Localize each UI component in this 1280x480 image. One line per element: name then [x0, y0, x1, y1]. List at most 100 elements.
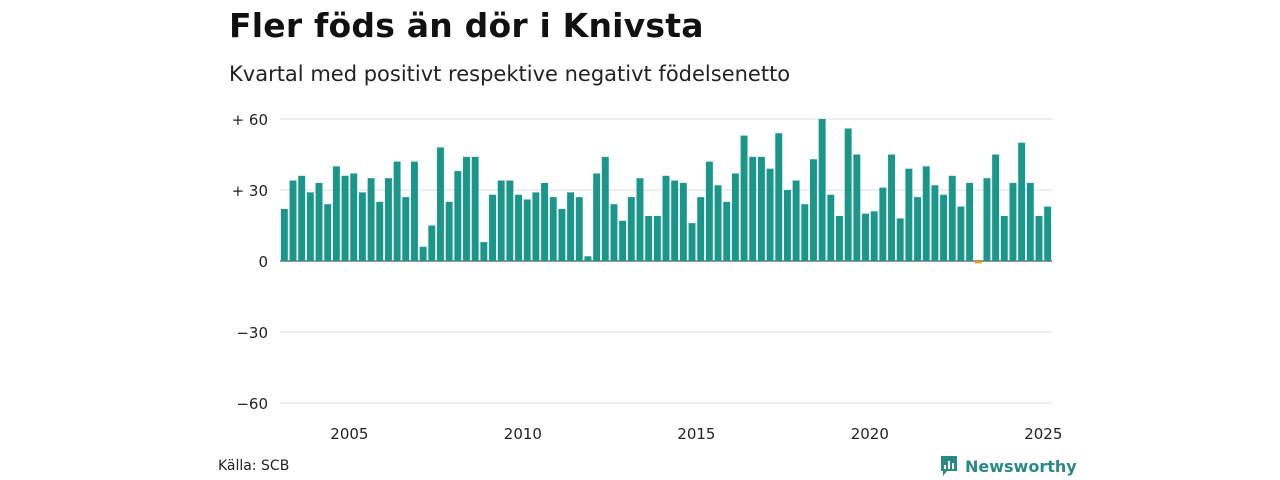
bar	[437, 147, 444, 261]
bar	[332, 166, 340, 261]
bar	[636, 178, 644, 261]
bar	[679, 182, 687, 261]
bar	[896, 218, 904, 261]
bar	[870, 211, 878, 261]
bar	[653, 216, 661, 261]
bar	[393, 161, 401, 261]
x-tick-label: 2025	[1024, 425, 1062, 443]
bar	[289, 180, 297, 261]
bar	[541, 182, 549, 261]
bar	[974, 261, 982, 264]
bar	[506, 180, 514, 261]
bar	[315, 182, 323, 261]
bar	[827, 194, 835, 261]
bar	[1044, 206, 1052, 261]
bar	[1009, 182, 1017, 261]
bar	[463, 156, 470, 261]
bar	[957, 206, 965, 261]
bar	[471, 156, 479, 261]
chart-title: Fler föds än dör i Knivsta	[229, 6, 704, 45]
brand-name: Newsworthy	[965, 456, 1077, 476]
bar	[662, 175, 670, 261]
bar	[480, 242, 488, 261]
x-tick-label: 2020	[851, 425, 889, 443]
bar	[879, 187, 887, 261]
bar	[497, 180, 505, 261]
bar	[905, 168, 913, 261]
bar	[610, 204, 618, 261]
bar	[757, 156, 765, 261]
bar	[931, 185, 939, 261]
bar	[992, 154, 1000, 261]
bar	[948, 175, 956, 261]
y-tick-label: −60	[236, 395, 268, 413]
bar	[818, 119, 826, 261]
bar	[723, 201, 731, 261]
source-note: Källa: SCB	[218, 458, 290, 474]
x-tick-label: 2005	[330, 425, 368, 443]
y-tick-label: −30	[236, 324, 268, 342]
bar	[410, 161, 418, 261]
bar	[914, 197, 922, 261]
bar	[567, 192, 575, 261]
bar	[862, 213, 869, 261]
bar	[705, 161, 713, 261]
chart-subtitle: Kvartal med positivt respektive negativt…	[229, 62, 791, 86]
bar	[593, 173, 601, 261]
bar	[575, 197, 583, 261]
bar	[489, 194, 496, 261]
bar	[306, 192, 314, 261]
bar	[532, 192, 540, 261]
bar	[697, 197, 705, 261]
y-tick-label: + 60	[232, 111, 268, 129]
bar	[749, 156, 757, 261]
bar	[298, 175, 306, 261]
bar	[367, 178, 375, 261]
bar	[836, 216, 843, 261]
bar	[740, 135, 748, 261]
x-tick-label: 2010	[504, 425, 542, 443]
bar	[714, 185, 722, 261]
bar	[775, 133, 783, 261]
bar	[645, 216, 653, 261]
bar	[922, 166, 930, 261]
bar	[671, 180, 679, 261]
bar	[558, 208, 566, 261]
bar	[428, 225, 436, 261]
bar	[766, 168, 774, 261]
bar	[688, 223, 696, 261]
brand-logo: Newsworthy	[939, 455, 1077, 477]
bar	[324, 204, 332, 261]
bar	[844, 128, 852, 261]
bar-chart: + 60 + 30 0 −30 −60 2005 2010 2015 2020 2025	[232, 111, 1063, 443]
y-axis-labels: + 60 + 30 0 −30 −60	[232, 111, 268, 413]
bar	[809, 159, 817, 261]
bar	[601, 156, 609, 261]
x-axis-labels: 2005 2010 2015 2020 2025	[330, 425, 1062, 443]
bar	[376, 201, 384, 261]
bar	[1026, 182, 1034, 261]
x-tick-label: 2015	[677, 425, 715, 443]
bar	[280, 208, 288, 261]
bar	[549, 197, 557, 261]
bar	[783, 190, 791, 261]
bar	[402, 197, 410, 261]
bar	[853, 154, 861, 261]
bar	[341, 175, 349, 261]
bar	[454, 171, 462, 261]
bar	[801, 204, 809, 261]
bar	[966, 182, 974, 261]
bar	[384, 178, 392, 261]
bar	[584, 256, 592, 261]
bar	[792, 180, 800, 261]
bar	[627, 197, 635, 261]
bars	[280, 119, 1052, 264]
bar	[358, 192, 366, 261]
bar	[523, 199, 531, 261]
newsworthy-icon	[941, 456, 957, 476]
bar	[515, 194, 523, 261]
bar	[619, 220, 627, 261]
bar	[940, 194, 948, 261]
bar	[1000, 216, 1008, 261]
bar	[445, 201, 453, 261]
